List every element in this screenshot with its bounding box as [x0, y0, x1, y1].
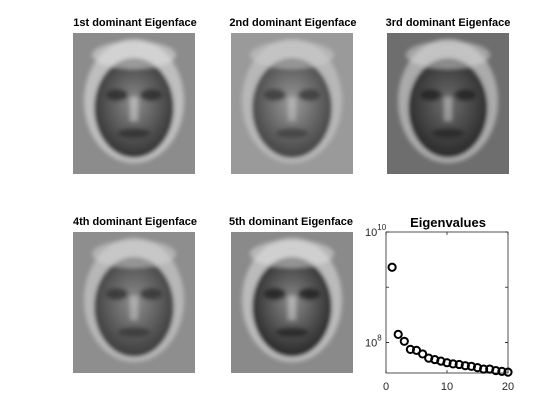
y-tick-label: 1010 — [365, 223, 387, 239]
data-point — [503, 367, 513, 377]
y-tick-label: 108 — [365, 333, 382, 349]
x-tick-label: 20 — [502, 381, 514, 393]
eigenface-image-1 — [73, 33, 195, 174]
chart-title: Eigenvalues — [410, 215, 486, 230]
data-point — [497, 366, 507, 376]
data-point — [491, 365, 501, 376]
data-points — [387, 262, 513, 377]
panel-title-5: 5th dominant Eigenface — [228, 216, 354, 228]
eigenface-image-5 — [231, 232, 353, 373]
x-tick-label: 0 — [383, 381, 389, 393]
x-axis: 0 10 20 — [383, 232, 514, 393]
data-point — [448, 359, 458, 369]
data-point — [479, 364, 489, 374]
panel-title-1: 1st dominant Eigenface — [73, 17, 197, 29]
data-point — [393, 329, 403, 339]
eigenface-image-3 — [387, 33, 509, 174]
x-tick-label: 10 — [441, 381, 453, 393]
data-point — [399, 336, 409, 346]
data-point — [418, 349, 428, 359]
eigenface-image-2 — [231, 33, 353, 174]
y-axis: 108 1010 — [365, 223, 508, 349]
panel-title-3: 3rd dominant Eigenface — [385, 17, 511, 29]
eigenface-image-4 — [73, 232, 195, 373]
plot-area — [385, 231, 509, 374]
panel-title-2: 2nd dominant Eigenface — [229, 17, 357, 29]
data-point — [460, 361, 470, 371]
data-point — [387, 262, 397, 272]
panel-title-4: 4th dominant Eigenface — [72, 216, 198, 228]
